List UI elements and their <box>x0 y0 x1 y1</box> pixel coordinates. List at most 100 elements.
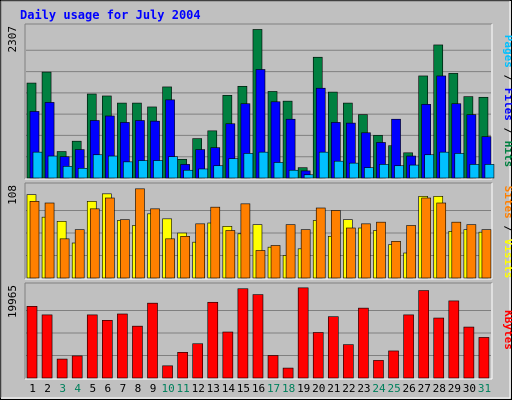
bar-kbytes-day-1 <box>26 306 38 379</box>
bar-pages-day-14 <box>228 158 239 179</box>
x-tick-label: 1 <box>29 382 36 395</box>
bar-pages-day-30 <box>469 164 480 179</box>
y-max-label: 2307 <box>6 26 19 53</box>
bar-sites-day-25 <box>391 241 401 279</box>
legend-visits-sites: Sites / Visits <box>502 186 512 279</box>
x-tick-label: 27 <box>418 382 431 395</box>
bar-pages-day-23 <box>364 167 374 179</box>
bar-kbytes-day-19 <box>297 287 309 379</box>
bar-kbytes-day-6 <box>102 319 113 379</box>
bar-kbytes-day-21 <box>327 316 339 379</box>
legend-sites: Sites <box>502 186 512 219</box>
bar-sites-day-16 <box>255 250 266 279</box>
x-tick-label: 26 <box>403 382 416 395</box>
legend-hits-files-pages: Pages / Files / Hits <box>502 35 512 168</box>
bar-sites-day-19 <box>300 229 311 279</box>
svg-text:Sites / Visits: Sites / Visits <box>502 186 512 279</box>
bar-kbytes-day-9 <box>147 302 158 379</box>
bar-sites-day-3 <box>59 238 70 279</box>
bar-sites-day-9 <box>150 208 160 279</box>
bar-pages-day-29 <box>454 153 465 179</box>
bar-sites-day-12 <box>195 223 206 279</box>
bar-sites-day-6 <box>105 197 115 279</box>
bar-pages-day-21 <box>333 160 344 179</box>
panel-kbytes: 19965 <box>6 282 493 380</box>
x-tick-label: 19 <box>297 382 310 395</box>
x-tick-label: 30 <box>463 382 476 395</box>
bar-kbytes-day-25 <box>388 350 399 379</box>
bar-pages-day-13 <box>213 165 224 179</box>
legend-pages: Pages <box>502 35 512 68</box>
x-tick-label: 28 <box>433 382 446 395</box>
bar-kbytes-day-12 <box>192 343 204 379</box>
bar-sites-day-1 <box>29 201 40 279</box>
bar-pages-day-25 <box>394 165 404 179</box>
bar-pages-day-27 <box>424 154 434 179</box>
x-tick-label: 2 <box>44 382 51 395</box>
bar-kbytes-day-10 <box>162 365 173 379</box>
bar-pages-day-1 <box>32 151 43 179</box>
svg-text:KBytes: KBytes <box>502 310 512 350</box>
bar-pages-day-31 <box>484 164 495 179</box>
bar-sites-day-26 <box>406 225 416 279</box>
bar-pages-day-17 <box>273 162 284 179</box>
bar-pages-day-18 <box>288 169 299 179</box>
bar-pages-day-9 <box>153 160 163 179</box>
x-tick-label: 10 <box>161 382 174 395</box>
bar-pages-day-24 <box>379 164 389 179</box>
bar-kbytes-day-3 <box>56 358 68 379</box>
bar-kbytes-day-22 <box>343 344 354 379</box>
bar-pages-day-12 <box>198 168 209 179</box>
bar-sites-day-2 <box>44 202 55 279</box>
x-tick-label: 13 <box>207 382 220 395</box>
x-tick-label: 25 <box>387 382 400 395</box>
bar-files-day-18 <box>285 118 296 179</box>
x-tick-label: 23 <box>357 382 370 395</box>
bar-sites-day-14 <box>225 230 236 279</box>
legend-visits: Visits <box>502 239 512 279</box>
x-tick-label: 4 <box>74 382 81 395</box>
x-tick-label: 14 <box>222 382 236 395</box>
bar-pages-day-10 <box>168 156 178 179</box>
bar-sites-day-4 <box>74 229 85 279</box>
x-tick-label: 8 <box>135 382 142 395</box>
x-tick-label: 17 <box>267 382 280 395</box>
bar-kbytes-day-5 <box>86 314 98 379</box>
bar-kbytes-day-16 <box>252 294 264 379</box>
panel-visits-sites: 108 <box>6 182 493 280</box>
x-tick-label: 3 <box>59 382 66 395</box>
legend-kbytes: KBytes <box>502 310 512 350</box>
bar-pages-day-3 <box>62 166 73 179</box>
bar-sites-day-17 <box>270 245 281 279</box>
bar-kbytes-day-29 <box>448 300 460 379</box>
bar-kbytes-day-7 <box>117 313 128 379</box>
bar-sites-day-15 <box>240 203 251 279</box>
bar-sites-day-18 <box>285 224 296 279</box>
x-tick-label: 24 <box>372 382 386 395</box>
bar-sites-day-30 <box>466 224 477 279</box>
bar-pages-day-11 <box>183 169 193 179</box>
x-tick-label: 7 <box>120 382 127 395</box>
x-tick-label: 9 <box>150 382 157 395</box>
bar-pages-day-20 <box>318 151 329 179</box>
bar-pages-day-8 <box>138 160 148 179</box>
bar-kbytes-day-2 <box>41 314 53 379</box>
bar-pages-day-5 <box>92 154 103 179</box>
bar-kbytes-day-4 <box>71 355 83 379</box>
bar-pages-day-6 <box>108 155 118 179</box>
bar-sites-day-21 <box>330 210 341 279</box>
legend-sep: / <box>502 225 512 232</box>
bar-pages-day-28 <box>439 151 450 179</box>
bar-kbytes-day-28 <box>433 317 445 379</box>
bar-pages-day-4 <box>77 168 88 179</box>
x-tick-label: 20 <box>312 382 325 395</box>
bar-pages-day-19 <box>303 174 314 179</box>
bar-kbytes-day-26 <box>403 314 414 379</box>
bar-sites-day-27 <box>421 197 431 279</box>
bar-pages-day-15 <box>243 153 254 179</box>
bar-kbytes-day-11 <box>177 352 188 379</box>
y-max-label: 108 <box>6 185 19 205</box>
x-tick-label: 22 <box>342 382 355 395</box>
bar-kbytes-day-27 <box>418 290 429 379</box>
